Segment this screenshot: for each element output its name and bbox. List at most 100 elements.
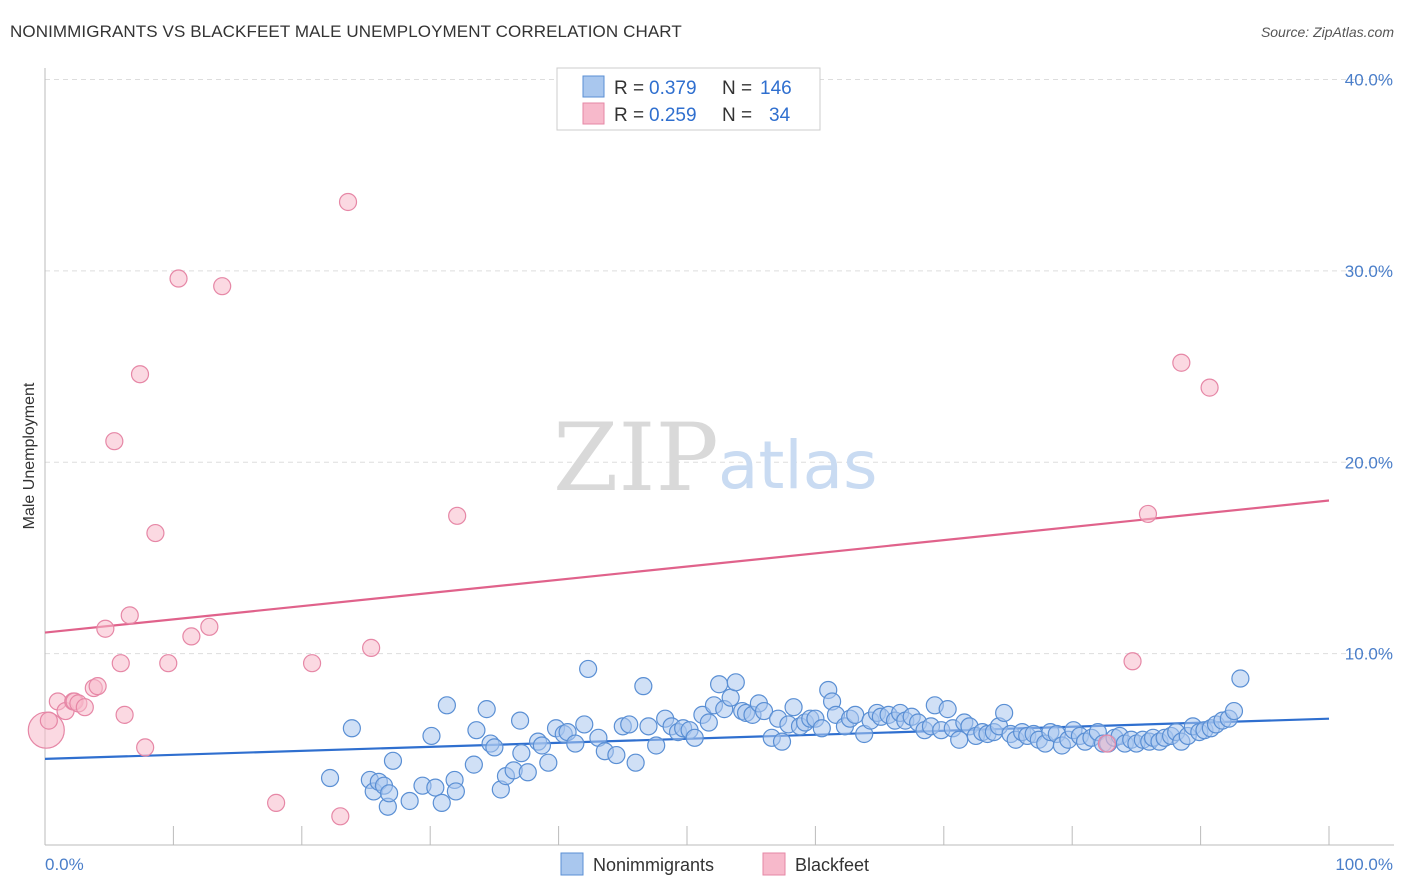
x-tick-label-1: 100.0% [1335, 855, 1393, 874]
point-blackfeet-19 [169, 269, 188, 288]
y-tick-label-3: 40.0% [1345, 71, 1393, 90]
bottom-legend-swatch-blackfeet [762, 852, 786, 876]
legend-r-value-1: 0.379 [649, 78, 697, 99]
point-blackfeet-33 [1200, 378, 1219, 397]
point-nonimmigrants-39 [607, 745, 626, 765]
point-nonimmigrants-53 [699, 713, 718, 732]
point-nonimmigrants-29 [532, 736, 552, 755]
y-axis-label: Male Unemployment [21, 382, 38, 529]
point-blackfeet-27 [362, 638, 381, 657]
point-nonimmigrants-12 [426, 778, 445, 797]
point-nonimmigrants-43 [634, 677, 653, 696]
point-blackfeet-23 [267, 793, 286, 812]
point-nonimmigrants-36 [579, 659, 598, 679]
point-blackfeet-13 [115, 705, 134, 724]
point-nonimmigrants-66 [772, 732, 792, 751]
trend-line-blackfeet [44, 499, 1330, 634]
point-nonimmigrants-14 [437, 696, 456, 715]
point-nonimmigrants-58 [726, 673, 745, 692]
data-points [27, 192, 1250, 826]
point-nonimmigrants-145 [1231, 669, 1250, 688]
point-nonimmigrants-16 [446, 782, 465, 801]
legend-n-label-1: N = [722, 78, 752, 99]
point-blackfeet-9 [88, 677, 107, 696]
bottom-legend: Nonimmigrants Blackfeet [560, 852, 869, 876]
legend-swatch-nonimmigrants [582, 75, 605, 98]
x-tick-label-0: 0.0% [45, 855, 84, 874]
legend-swatch-blackfeet [582, 102, 605, 125]
point-nonimmigrants-34 [566, 734, 585, 753]
legend: R = 0.379 N = 146 R = 0.259 N = 34 [556, 67, 821, 131]
point-nonimmigrants-42 [626, 753, 645, 772]
legend-n-value-1: 146 [760, 78, 792, 99]
point-nonimmigrants-11 [422, 726, 441, 746]
watermark: ZIP atlas [553, 404, 878, 513]
point-nonimmigrants-45 [647, 736, 666, 755]
point-blackfeet-22 [213, 277, 232, 296]
point-blackfeet-26 [338, 192, 358, 212]
point-blackfeet-18 [159, 654, 178, 673]
point-blackfeet-28 [448, 506, 467, 525]
point-nonimmigrants-57 [721, 688, 740, 707]
point-blackfeet-31 [1138, 504, 1158, 524]
point-blackfeet-14 [120, 606, 139, 625]
legend-r-label-1: R = [614, 78, 644, 99]
point-blackfeet-7 [75, 698, 94, 717]
point-blackfeet-24 [302, 654, 322, 673]
point-nonimmigrants-41 [620, 715, 639, 734]
point-nonimmigrants-26 [512, 744, 531, 763]
point-blackfeet-20 [182, 627, 201, 646]
point-nonimmigrants-30 [539, 753, 558, 772]
chart-title: NONIMMIGRANTS VS BLACKFEET MALE UNEMPLOY… [10, 22, 682, 41]
point-nonimmigrants-79 [846, 705, 865, 724]
bottom-legend-label-nonimmigrants: Nonimmigrants [593, 855, 714, 875]
point-blackfeet-29 [1097, 734, 1116, 753]
y-tick-label-2: 30.0% [1345, 262, 1393, 281]
bottom-legend-label-blackfeet: Blackfeet [795, 855, 869, 875]
grid-lines [45, 79, 1394, 655]
source-credit: Source: ZipAtlas.com [1260, 24, 1394, 40]
point-nonimmigrants-25 [510, 711, 530, 730]
point-nonimmigrants-17 [464, 755, 483, 774]
point-nonimmigrants-9 [400, 791, 419, 811]
point-blackfeet-1 [39, 711, 58, 730]
legend-r-value-2: 0.259 [649, 105, 697, 126]
legend-n-value-2: 34 [769, 105, 791, 126]
point-blackfeet-10 [96, 619, 115, 638]
point-nonimmigrants-94 [938, 700, 957, 719]
watermark-zip: ZIP [553, 404, 719, 513]
point-nonimmigrants-44 [639, 717, 658, 736]
point-nonimmigrants-63 [754, 701, 774, 721]
point-nonimmigrants-21 [485, 738, 504, 757]
point-nonimmigrants-18 [467, 721, 486, 740]
point-nonimmigrants-7 [380, 784, 399, 803]
point-blackfeet-12 [111, 654, 130, 673]
point-nonimmigrants-104 [995, 703, 1014, 723]
point-nonimmigrants-144 [1224, 701, 1244, 721]
point-blackfeet-32 [1172, 353, 1191, 372]
bottom-legend-swatch-nonimmigrants [560, 852, 584, 876]
point-blackfeet-16 [136, 738, 155, 757]
point-nonimmigrants-13 [432, 793, 451, 812]
point-nonimmigrants-68 [784, 698, 803, 717]
point-nonimmigrants-55 [709, 675, 729, 694]
legend-r-label-2: R = [614, 105, 644, 126]
point-blackfeet-21 [200, 617, 219, 636]
point-blackfeet-25 [331, 807, 350, 826]
point-blackfeet-17 [146, 523, 165, 543]
point-blackfeet-30 [1123, 652, 1142, 671]
point-nonimmigrants-19 [477, 700, 496, 719]
y-tick-label-1: 20.0% [1345, 453, 1393, 472]
tick-labels: 10.0% 20.0% 30.0% 40.0% 0.0% 100.0% [45, 71, 1393, 875]
y-tick-label-0: 10.0% [1345, 645, 1393, 664]
legend-n-label-2: N = [722, 105, 752, 126]
point-nonimmigrants-8 [383, 751, 403, 770]
point-nonimmigrants-1 [342, 719, 361, 738]
point-blackfeet-11 [105, 432, 124, 451]
point-nonimmigrants-51 [685, 728, 704, 747]
point-blackfeet-15 [130, 365, 150, 384]
point-nonimmigrants-35 [575, 715, 594, 734]
watermark-atlas: atlas [718, 427, 878, 504]
point-nonimmigrants-73 [812, 719, 831, 738]
